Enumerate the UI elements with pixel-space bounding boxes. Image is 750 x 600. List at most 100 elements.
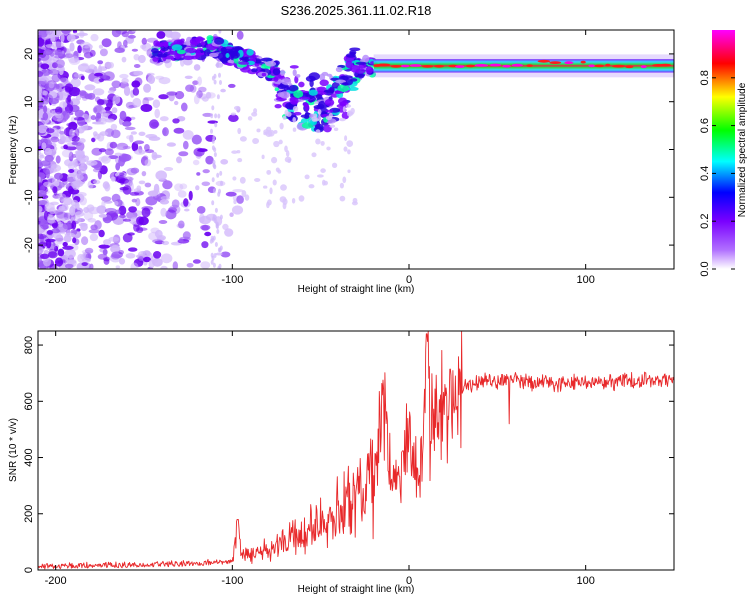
- y-tick-label: 0: [23, 567, 35, 573]
- signal-blob: [151, 48, 159, 54]
- noise-blob: [62, 241, 68, 247]
- noise-blob: [38, 30, 48, 38]
- y-tick-label: -20: [23, 237, 35, 253]
- noise-blob: [103, 258, 110, 265]
- noise-blob: [168, 91, 175, 102]
- ridge-core: [421, 65, 434, 68]
- noise-blob: [79, 90, 87, 96]
- noise-blob: [67, 220, 72, 230]
- noise-blob: [38, 241, 48, 248]
- y-tick-label: 400: [23, 448, 35, 466]
- signal-blob: [302, 102, 309, 107]
- noise-blob: [101, 109, 107, 113]
- noise-blob: [103, 239, 111, 246]
- signal-blob: [288, 85, 299, 92]
- noise-blob: [159, 199, 170, 205]
- signal-blob: [296, 74, 301, 78]
- signal-blob: [350, 78, 358, 82]
- noise-blob: [331, 162, 338, 169]
- snr-x-label: Height of straight line (km): [298, 584, 415, 595]
- noise-blob: [279, 122, 284, 130]
- noise-blob: [210, 113, 214, 119]
- noise-blob: [46, 230, 54, 235]
- noise-blob: [38, 124, 48, 134]
- noise-blob: [273, 140, 280, 148]
- noise-blob: [112, 94, 121, 105]
- ridge-core: [390, 65, 402, 68]
- noise-blob: [58, 53, 66, 58]
- noise-blob: [70, 199, 79, 207]
- spectrogram-y-label: Frequency (Hz): [8, 116, 19, 185]
- noise-blob: [64, 103, 74, 114]
- noise-blob: [219, 170, 223, 176]
- noise-blob: [292, 105, 299, 112]
- noise-blob: [54, 245, 59, 252]
- noise-blob: [192, 159, 200, 166]
- noise-blob: [51, 73, 61, 83]
- noise-blob: [141, 171, 147, 177]
- ridge-core: [434, 64, 444, 68]
- noise-blob: [66, 34, 76, 42]
- noise-blob: [51, 31, 64, 36]
- noise-blob: [206, 92, 216, 99]
- noise-blob: [292, 127, 297, 132]
- noise-blob: [38, 70, 44, 77]
- noise-blob: [98, 214, 108, 218]
- noise-blob: [73, 73, 81, 78]
- noise-blob: [143, 256, 151, 263]
- noise-blob: [212, 235, 216, 241]
- noise-blob: [132, 87, 140, 96]
- noise-blob: [91, 147, 103, 156]
- signal-blob: [195, 49, 201, 58]
- noise-blob: [60, 77, 67, 83]
- noise-blob: [98, 148, 106, 153]
- signal-blob: [308, 89, 318, 96]
- y-tick-label: 600: [23, 392, 35, 410]
- noise-blob: [84, 84, 96, 91]
- noise-blob: [160, 265, 168, 269]
- spectrogram-x-label: Height of straight line (km): [298, 284, 415, 295]
- noise-blob: [78, 138, 86, 144]
- ridge-core: [580, 60, 586, 64]
- noise-blob: [55, 155, 61, 164]
- noise-blob: [81, 62, 89, 67]
- noise-blob: [40, 63, 50, 70]
- noise-blob: [70, 78, 81, 88]
- carrier-ridge: [373, 54, 674, 78]
- noise-blob: [282, 115, 287, 120]
- noise-blob: [267, 199, 272, 206]
- y-tick-label: 800: [23, 336, 35, 354]
- noise-blob: [313, 113, 318, 118]
- noise-blob: [196, 172, 201, 176]
- noise-blob: [158, 77, 171, 85]
- noise-blob: [38, 205, 43, 213]
- noise-blob: [130, 116, 136, 120]
- signal-blob: [345, 60, 353, 69]
- noise-blob: [133, 70, 144, 76]
- noise-blob: [99, 48, 108, 57]
- signal-blob: [293, 90, 304, 99]
- noise-blob: [181, 102, 188, 112]
- noise-blob: [52, 41, 64, 49]
- signal-blob: [246, 60, 255, 66]
- noise-blob: [315, 138, 321, 145]
- noise-blob: [252, 137, 260, 145]
- noise-blob: [198, 86, 207, 93]
- noise-blob: [133, 54, 140, 61]
- noise-blob: [81, 236, 89, 246]
- noise-blob: [96, 112, 102, 119]
- noise-blob: [124, 126, 136, 131]
- noise-blob: [123, 39, 128, 48]
- signal-blob: [337, 84, 350, 92]
- signal-blob: [362, 54, 370, 63]
- noise-blob: [202, 169, 210, 174]
- noise-blob: [172, 261, 178, 269]
- noise-blob: [217, 265, 221, 269]
- noise-blob: [141, 207, 151, 218]
- noise-blob: [287, 158, 291, 164]
- noise-blob: [111, 254, 122, 258]
- noise-blob: [102, 248, 108, 256]
- noise-blob: [176, 156, 182, 164]
- noise-blob: [38, 200, 48, 206]
